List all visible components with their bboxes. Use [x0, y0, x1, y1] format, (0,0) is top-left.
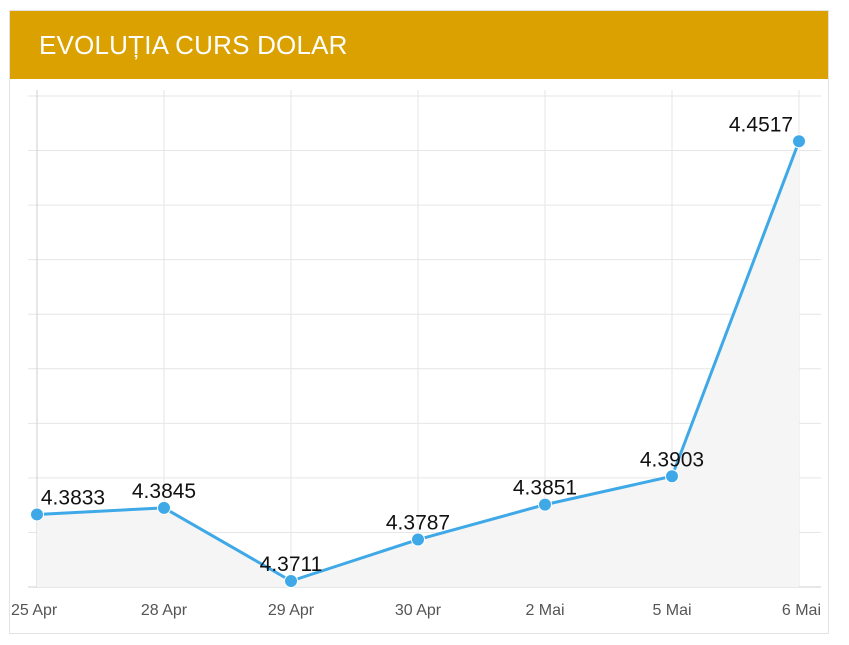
- area-fill: [37, 141, 799, 587]
- data-point: [665, 469, 679, 484]
- data-label: 4.3845: [132, 480, 196, 503]
- data-label: 4.3833: [41, 486, 105, 509]
- data-point: [411, 532, 425, 547]
- data-point: [792, 134, 806, 149]
- chart-title: EVOLUȚIA CURS DOLAR: [10, 11, 828, 79]
- x-tick-label: 6 Mai: [782, 602, 821, 619]
- x-tick-label: 2 Mai: [525, 602, 564, 619]
- data-point: [284, 573, 298, 588]
- data-point: [30, 507, 44, 522]
- data-label: 4.3903: [640, 448, 704, 471]
- data-point: [157, 500, 171, 515]
- x-tick-label: 5 Mai: [652, 602, 691, 619]
- data-label: 4.3851: [513, 477, 577, 500]
- data-point: [538, 497, 552, 512]
- x-tick-label: 28 Apr: [141, 602, 188, 619]
- data-label: 4.3711: [260, 553, 323, 576]
- x-tick-label: 25 Apr: [11, 602, 58, 619]
- x-tick-label: 29 Apr: [268, 602, 315, 619]
- data-label: 4.4517: [729, 113, 793, 136]
- x-tick-label: 30 Apr: [395, 602, 442, 619]
- data-label: 4.3787: [386, 512, 450, 535]
